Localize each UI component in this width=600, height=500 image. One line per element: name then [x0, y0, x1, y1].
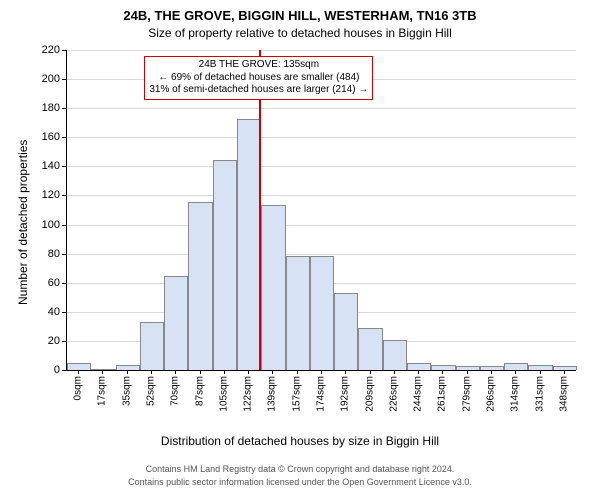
x-tick-label: 139sqm — [267, 370, 278, 412]
histogram-bar — [310, 256, 334, 370]
histogram-bar — [286, 256, 310, 370]
histogram-bar — [334, 293, 358, 370]
property-size-histogram: 24B, THE GROVE, BIGGIN HILL, WESTERHAM, … — [0, 0, 600, 500]
x-tick-label: 348sqm — [558, 370, 569, 412]
gridline — [66, 137, 576, 138]
histogram-bar — [164, 276, 188, 370]
callout-line-3: 31% of semi-detached houses are larger (… — [149, 84, 368, 97]
gridline — [66, 195, 576, 196]
x-tick-label: 105sqm — [218, 370, 229, 412]
histogram-bar — [213, 160, 237, 370]
x-tick-label: 0sqm — [73, 370, 84, 400]
y-axis-line — [66, 50, 67, 370]
histogram-bar — [237, 119, 261, 370]
x-tick-label: 70sqm — [170, 370, 181, 406]
x-tick-label: 226sqm — [388, 370, 399, 412]
x-tick-label: 261sqm — [437, 370, 448, 412]
gridline — [66, 108, 576, 109]
histogram-bar — [67, 363, 91, 370]
callout-line-1: 24B THE GROVE: 135sqm — [149, 59, 368, 72]
x-tick-label: 122sqm — [243, 370, 254, 412]
marker-callout: 24B THE GROVE: 135sqm← 69% of detached h… — [144, 56, 373, 100]
x-tick-label: 331sqm — [534, 370, 545, 412]
x-tick-label: 279sqm — [461, 370, 472, 412]
chart-title: 24B, THE GROVE, BIGGIN HILL, WESTERHAM, … — [0, 8, 600, 23]
x-tick-label: 296sqm — [486, 370, 497, 412]
x-tick-label: 52sqm — [146, 370, 157, 406]
gridline — [66, 225, 576, 226]
histogram-bar — [504, 363, 528, 370]
x-tick-label: 209sqm — [364, 370, 375, 412]
x-tick-label: 174sqm — [316, 370, 327, 412]
x-tick-label: 87sqm — [194, 370, 205, 406]
histogram-bar — [358, 328, 382, 370]
x-axis-line — [66, 370, 576, 371]
y-axis-label: Number of detached properties — [16, 140, 30, 305]
x-tick-label: 192sqm — [340, 370, 351, 412]
footer-line-1: Contains HM Land Registry data © Crown c… — [0, 464, 600, 474]
callout-line-2: ← 69% of detached houses are smaller (48… — [149, 72, 368, 85]
x-axis-label: Distribution of detached houses by size … — [0, 434, 600, 448]
histogram-bar — [383, 340, 407, 370]
x-tick-label: 35sqm — [121, 370, 132, 406]
x-tick-label: 17sqm — [97, 370, 108, 406]
x-tick-label: 157sqm — [291, 370, 302, 412]
x-tick-label: 314sqm — [510, 370, 521, 412]
footer-line-2: Contains public sector information licen… — [0, 477, 600, 487]
gridline — [66, 166, 576, 167]
gridline — [66, 50, 576, 51]
histogram-bar — [261, 205, 285, 370]
histogram-bar — [140, 322, 164, 370]
histogram-bar — [407, 363, 431, 370]
gridline — [66, 254, 576, 255]
x-tick-label: 244sqm — [413, 370, 424, 412]
histogram-bar — [188, 202, 212, 370]
chart-subtitle: Size of property relative to detached ho… — [0, 26, 600, 40]
plot-area: 0204060801001201401601802002200sqm17sqm3… — [66, 50, 576, 370]
